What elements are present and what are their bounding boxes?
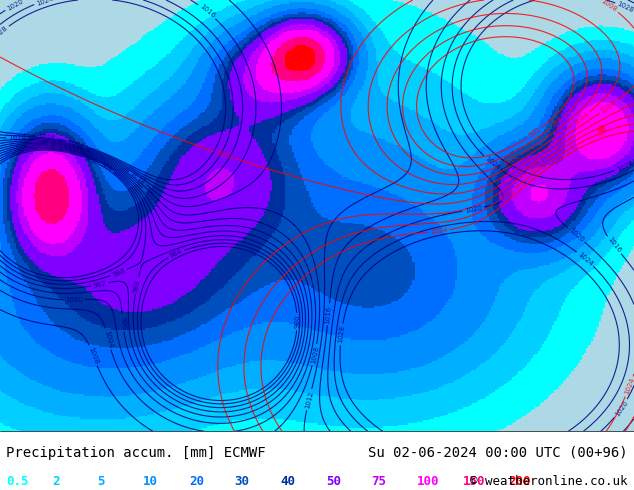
Text: 40: 40 (280, 475, 295, 488)
Text: 1000: 1000 (65, 296, 83, 303)
Text: 1012: 1012 (129, 171, 147, 186)
Text: 200: 200 (508, 475, 531, 488)
Text: 992: 992 (527, 127, 541, 139)
Text: 1016: 1016 (606, 236, 622, 254)
Text: 992: 992 (93, 280, 107, 289)
Text: 1016: 1016 (527, 158, 546, 173)
Text: 1028: 1028 (0, 25, 9, 41)
Text: 1020: 1020 (614, 399, 629, 417)
Text: 1008: 1008 (600, 0, 618, 13)
Text: 1012: 1012 (216, 149, 234, 161)
Text: 1024: 1024 (430, 227, 448, 235)
Text: 1000: 1000 (501, 153, 520, 167)
Text: 1004: 1004 (103, 329, 113, 348)
Text: 1028: 1028 (337, 325, 346, 343)
Text: 1024: 1024 (35, 0, 54, 6)
Text: 1024: 1024 (483, 155, 501, 171)
Text: 1024: 1024 (623, 377, 634, 396)
Text: 2: 2 (52, 475, 60, 488)
Text: 1008: 1008 (87, 346, 100, 365)
Text: 100: 100 (417, 475, 439, 488)
Text: © weatheronline.co.uk: © weatheronline.co.uk (470, 475, 628, 488)
Text: 1028: 1028 (616, 159, 634, 172)
Text: 996: 996 (119, 316, 127, 330)
Text: 1016: 1016 (325, 305, 332, 323)
Text: 1008: 1008 (600, 99, 618, 115)
Text: 1020: 1020 (8, 135, 26, 141)
Text: Su 02-06-2024 00:00 UTC (00+96): Su 02-06-2024 00:00 UTC (00+96) (368, 446, 628, 460)
Text: 1028: 1028 (37, 133, 55, 141)
Text: 1016: 1016 (198, 3, 216, 20)
Text: 1008: 1008 (310, 345, 320, 364)
Text: 1004: 1004 (142, 187, 158, 205)
Text: 984: 984 (99, 161, 113, 173)
Text: 1020: 1020 (498, 187, 515, 202)
Text: 996: 996 (550, 116, 564, 129)
Text: 980: 980 (294, 315, 300, 328)
Text: 30: 30 (235, 475, 250, 488)
Text: 150: 150 (463, 475, 485, 488)
Text: 1020: 1020 (567, 227, 585, 243)
Text: 5: 5 (98, 475, 105, 488)
Text: 980: 980 (84, 154, 98, 166)
Text: 1020: 1020 (6, 0, 24, 12)
Text: 1024: 1024 (576, 251, 594, 267)
Text: 10: 10 (143, 475, 158, 488)
Text: 1028: 1028 (616, 0, 634, 14)
Text: 1024: 1024 (67, 139, 85, 149)
Text: 984: 984 (169, 248, 183, 259)
Text: 1012: 1012 (304, 390, 314, 409)
Text: Precipitation accum. [mm] ECMWF: Precipitation accum. [mm] ECMWF (6, 446, 266, 460)
Text: 75: 75 (372, 475, 387, 488)
Text: 50: 50 (326, 475, 341, 488)
Text: 0.5: 0.5 (6, 475, 29, 488)
Text: 1020: 1020 (464, 204, 482, 214)
Text: 988: 988 (133, 278, 141, 293)
Text: 988: 988 (112, 268, 126, 278)
Text: 1004: 1004 (572, 111, 590, 126)
Text: 20: 20 (189, 475, 204, 488)
